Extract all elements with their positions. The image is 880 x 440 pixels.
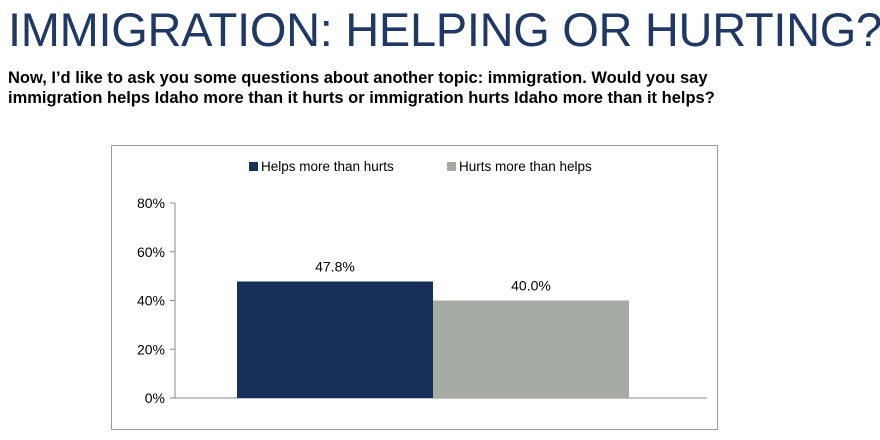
question-line-2: immigration helps Idaho more than it hur… <box>8 89 715 107</box>
legend-swatch-helps <box>249 162 258 171</box>
bar-chart: Helps more than hurts Hurts more than hel… <box>137 159 707 406</box>
data-label-helps: 47.8% <box>315 258 355 274</box>
y-tick-label: 40% <box>137 293 165 309</box>
question-line-1: Now, I’d like to ask you some questions … <box>8 69 708 87</box>
data-label-hurts: 40.0% <box>511 278 551 294</box>
bars <box>237 281 629 398</box>
y-tick-label: 60% <box>137 244 165 260</box>
legend-label-hurts: Hurts more than helps <box>459 159 592 174</box>
page-title: IMMIGRATION: HELPING OR HURTING? <box>8 3 880 56</box>
chart-legend: Helps more than hurts Hurts more than hel… <box>249 159 592 174</box>
chart-frame: Helps more than hurts Hurts more than hel… <box>111 145 718 430</box>
y-tick-label: 0% <box>145 390 165 406</box>
y-tick-label: 20% <box>137 341 165 357</box>
bar-helps <box>237 281 433 398</box>
y-tick-label: 80% <box>137 195 165 211</box>
legend-label-helps: Helps more than hurts <box>261 159 394 174</box>
bar-hurts <box>433 300 629 398</box>
survey-question: Now, I’d like to ask you some questions … <box>8 68 874 108</box>
data-labels: 47.8% 40.0% <box>315 258 551 293</box>
legend-swatch-hurts <box>447 162 456 171</box>
